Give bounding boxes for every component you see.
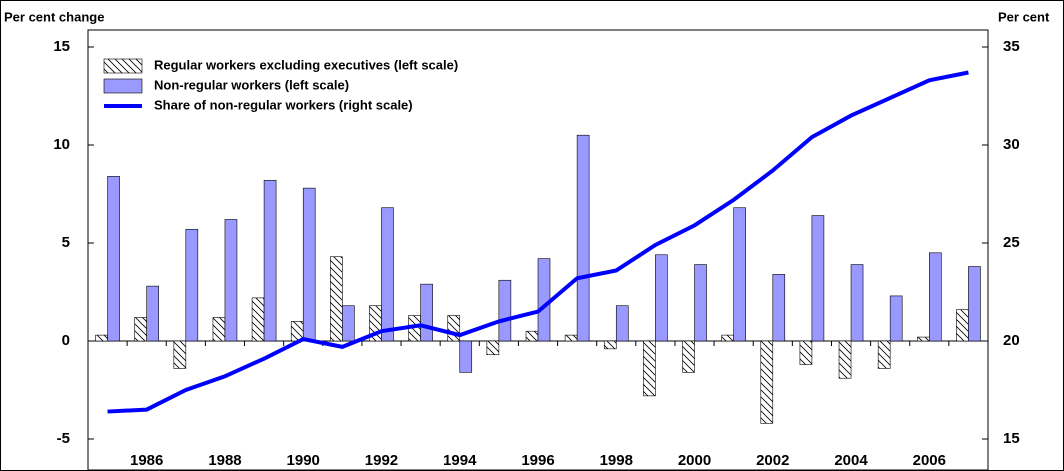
bar [498, 279, 512, 342]
bar [447, 315, 461, 342]
bar [342, 305, 355, 342]
legend-label: Share of non-regular workers (right scal… [154, 97, 413, 112]
bar [615, 305, 629, 342]
y2-tick-label: 20 [1003, 332, 1020, 349]
bar [721, 334, 734, 342]
bar [134, 317, 147, 342]
y-tick-label: 15 [53, 38, 70, 55]
bar [537, 258, 551, 342]
bar [877, 340, 891, 369]
bar [655, 254, 668, 342]
y-tick-label: 0 [62, 332, 70, 349]
x-tick-label: 1990 [287, 452, 320, 469]
bar [811, 215, 825, 342]
bar [682, 340, 695, 373]
y-axis-title: Per cent change [4, 9, 104, 24]
y2-axis-title: Per cent [998, 9, 1050, 24]
bar [107, 176, 120, 342]
legend-label: Regular workers excluding executives (le… [154, 57, 458, 72]
bar [263, 179, 277, 342]
legend-swatch [103, 58, 143, 74]
bar [643, 340, 656, 397]
bar [420, 283, 433, 342]
bar [733, 207, 746, 342]
bar [486, 340, 500, 356]
bar [929, 252, 942, 342]
x-tick-label: 1992 [365, 452, 398, 469]
bar [381, 207, 394, 342]
bar [251, 297, 265, 342]
x-tick-label: 2000 [678, 452, 711, 469]
bar [95, 334, 108, 342]
bar [564, 334, 578, 342]
y-tick-label: 10 [53, 136, 70, 153]
y2-tick-label: 35 [1003, 38, 1020, 55]
x-tick-label: 2006 [913, 452, 946, 469]
bar [968, 266, 981, 342]
x-tick-label: 1986 [130, 452, 163, 469]
bar [224, 219, 238, 342]
bar [772, 274, 786, 342]
bar [173, 340, 187, 369]
y2-tick-label: 15 [1003, 430, 1020, 447]
x-tick-label: 2002 [756, 452, 789, 469]
bar [850, 264, 864, 342]
legend-swatch [103, 78, 143, 94]
y2-tick-label: 25 [1003, 234, 1020, 251]
bar [212, 317, 226, 342]
x-tick-label: 1998 [600, 452, 633, 469]
bar [576, 134, 590, 342]
bar [917, 336, 930, 342]
bar [459, 340, 473, 373]
line [107, 70, 969, 414]
bar [760, 340, 774, 424]
x-tick-label: 1996 [521, 452, 554, 469]
bar [330, 256, 343, 342]
bar [956, 309, 969, 342]
bar [146, 285, 159, 342]
bar [799, 340, 813, 365]
y-tick-label: 5 [62, 234, 70, 251]
plot-frame [87, 29, 989, 471]
y2-tick-label: 30 [1003, 136, 1020, 153]
bar [889, 295, 903, 342]
x-tick-label: 1994 [443, 452, 477, 469]
y-tick-label: -5 [57, 430, 70, 447]
bar [185, 228, 199, 342]
bar [525, 330, 539, 342]
x-tick-label: 1988 [208, 452, 241, 469]
legend-label: Non-regular workers (left scale) [154, 77, 349, 92]
x-tick-label: 2004 [834, 452, 868, 469]
bar [694, 264, 707, 342]
bar [603, 340, 617, 350]
bar [838, 340, 852, 379]
bar [302, 187, 316, 342]
